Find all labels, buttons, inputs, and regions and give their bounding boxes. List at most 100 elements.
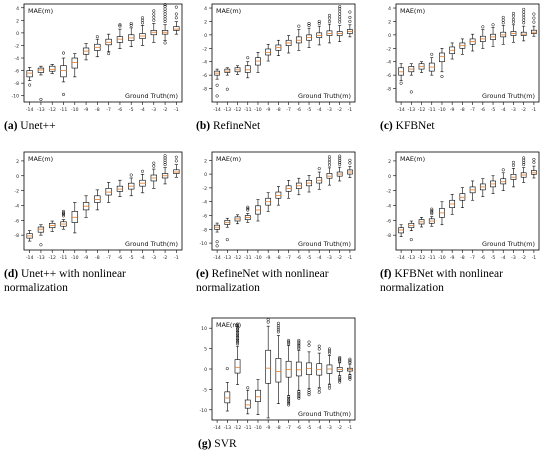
y-tick-label: -2	[14, 189, 19, 195]
outlier-point	[317, 390, 321, 394]
outlier-point	[430, 212, 434, 216]
box--8	[94, 189, 101, 211]
box--3	[326, 347, 333, 390]
outlier-point	[297, 338, 301, 342]
iqr-box	[60, 65, 67, 78]
y-tick-label: 5	[204, 347, 207, 353]
box--4	[316, 167, 323, 190]
outlier-point	[317, 19, 321, 24]
x-tick-label: -11	[60, 255, 68, 261]
y-axis-label: MAE(m)	[28, 155, 53, 163]
outlier-point	[327, 19, 332, 24]
outlier-point	[174, 16, 178, 20]
box--1	[173, 5, 180, 35]
y-tick-label: -2	[386, 189, 391, 195]
box--2	[336, 5, 343, 42]
box--11	[428, 52, 435, 76]
y-tick-label: 0	[204, 172, 207, 178]
outlier-point	[522, 18, 526, 22]
box--10	[439, 201, 445, 226]
box--2	[161, 154, 169, 185]
outlier-point	[327, 349, 332, 353]
box--1	[531, 157, 537, 179]
outlier-point	[307, 391, 311, 395]
box--9	[265, 318, 272, 419]
outlier-point	[338, 5, 342, 9]
caption-e-line2: normalization	[196, 281, 260, 294]
outlier-point	[163, 17, 167, 21]
outlier-point	[430, 52, 434, 56]
outlier-point	[225, 238, 229, 242]
box--1	[531, 12, 537, 37]
outlier-point	[107, 52, 111, 56]
x-tick-label: -2	[163, 255, 168, 261]
box--14	[26, 67, 33, 87]
y-tick-label: -4	[386, 60, 391, 66]
y-tick-label: -4	[14, 56, 19, 62]
x-tick-label: -4	[501, 107, 506, 113]
outlier-point	[532, 160, 536, 164]
x-tick-label: -8	[276, 255, 281, 261]
outlier-point	[511, 20, 516, 24]
box--10	[71, 202, 78, 234]
outlier-point	[307, 343, 311, 347]
x-tick-label: -7	[286, 107, 291, 113]
box--6	[116, 179, 124, 197]
outlier-point	[246, 205, 250, 209]
box--7	[285, 338, 292, 407]
outlier-point	[532, 16, 536, 20]
x-tick-label: -12	[418, 107, 426, 113]
box--13	[37, 224, 45, 247]
x-tick-label: -3	[511, 107, 516, 113]
outlier-point	[140, 169, 145, 173]
outlier-point	[522, 158, 526, 162]
chart-panel-g: 10 5 0 -5 -10 -14 -13 -12 -11 -10 -9 -8 -7 -6 -5 -4 -3 -2…	[188, 314, 363, 436]
box--11	[244, 386, 251, 415]
outlier-point	[338, 9, 342, 13]
x-tick-label: -14	[213, 425, 221, 431]
outlier-point	[297, 342, 301, 346]
box--7	[285, 35, 292, 54]
box--5	[306, 21, 312, 48]
outlier-point	[215, 94, 219, 98]
outlier-point	[129, 23, 133, 27]
outlier-point	[338, 375, 342, 379]
caption-b-text: RefineNet	[212, 120, 261, 132]
x-tick-label: -12	[48, 255, 56, 261]
y-tick-label: -6	[202, 73, 207, 79]
chart-e: 20-2-4-6-8-10-14 -13 -12 -11 -10 -9 -8 -7 -6 -5 -4…	[199, 151, 356, 261]
x-tick-label: -4	[317, 107, 322, 113]
caption-a-text: Unet++	[20, 120, 56, 132]
outlier-point	[163, 3, 167, 7]
outlier-point	[163, 163, 167, 167]
outlier-point	[61, 51, 66, 55]
y-tick-label: -10	[199, 241, 207, 247]
box--3	[150, 161, 157, 189]
outlier-point	[348, 158, 352, 162]
outlier-point	[235, 340, 240, 344]
caption-d-line1: (d) Unet++ with nonlinear	[4, 268, 166, 282]
outlier-point	[225, 87, 229, 91]
x-axis-label: Ground Truth(m)	[125, 240, 178, 248]
outlier-point	[152, 161, 156, 165]
box--14	[26, 230, 33, 242]
outlier-point	[338, 20, 342, 24]
outlier-point	[511, 17, 516, 21]
outlier-point	[338, 356, 342, 360]
outlier-point	[338, 162, 342, 166]
box--12	[234, 65, 241, 75]
x-tick-label: -4	[317, 425, 322, 431]
x-tick-label: -11	[244, 425, 252, 431]
outlier-point	[246, 386, 250, 390]
x-tick-label: -14	[397, 255, 405, 261]
y-tick-label: -10	[11, 94, 19, 100]
outlier-point	[430, 209, 434, 213]
outlier-point	[511, 160, 516, 164]
box--7	[105, 182, 112, 203]
x-tick-label: -2	[337, 107, 342, 113]
outlier-point	[152, 164, 156, 168]
iqr-box	[265, 349, 272, 384]
outlier-point	[522, 160, 526, 164]
y-tick-label: -8	[386, 87, 391, 93]
x-tick-label: -1	[348, 107, 353, 113]
